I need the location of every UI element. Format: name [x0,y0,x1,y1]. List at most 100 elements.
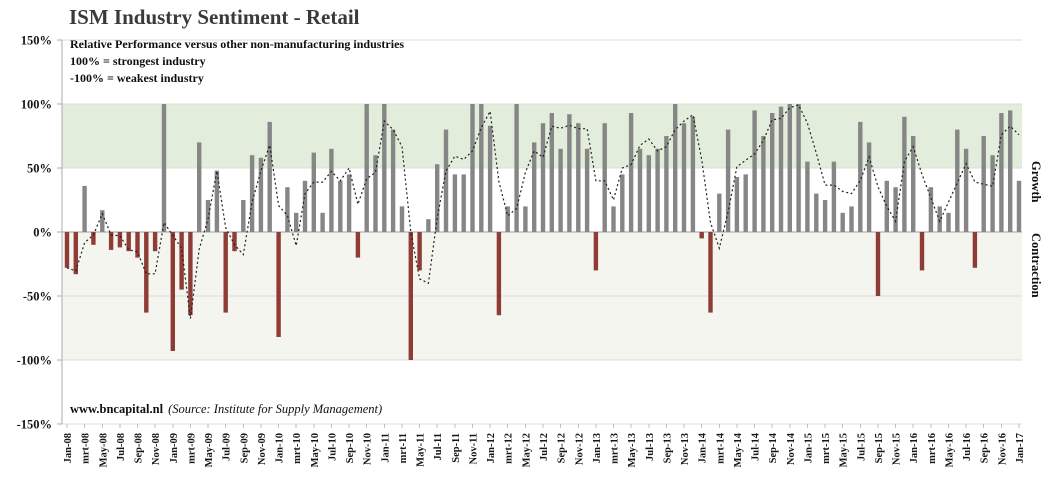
x-axis-label: May-15 [839,433,850,467]
x-axis-label: May-13 [627,433,638,467]
x-axis-label: Jul-10 [327,433,338,461]
bar-Sep-08 [135,232,140,258]
bar-mrt-15 [822,200,828,232]
bar-Aug-09 [232,232,237,252]
bar-Jun-11 [426,219,431,232]
bar-Feb-11 [390,129,396,232]
bar-Feb-15 [814,193,819,232]
bar-Nov-12 [576,123,581,232]
x-axis-label: Nov-11 [469,433,480,465]
bar-Oct-11 [461,174,466,232]
bar-Feb-12 [496,232,502,316]
bar-Jul-13 [646,155,651,232]
bar-Apr-13 [620,174,625,232]
bar-Jul-11 [435,164,440,232]
x-axis-label: Jul-11 [433,433,444,460]
bar-mrt-16 [928,187,934,232]
bar-Apr-12 [514,104,519,232]
bar-mrt-14 [717,193,722,232]
bar-Jun-12 [532,142,537,232]
bar-Sep-13 [664,136,669,232]
bar-Jul-15 [858,121,863,232]
bar-Dec-15 [902,116,907,232]
bar-Sep-10 [346,174,352,232]
x-axis-label: Nov-12 [574,433,585,465]
x-axis-label: mrt-09 [186,433,197,464]
x-axis-label: May-10 [310,433,321,467]
footer-website: www.bncapital.nl [70,402,164,416]
bar-Feb-13 [602,123,607,232]
bar-Apr-11 [408,232,413,360]
bar-May-11 [417,232,422,271]
chart-title: ISM Industry Sentiment - Retail [69,5,360,29]
bar-Nov-08 [152,232,158,252]
bar-Nov-14 [787,104,792,232]
bar-Dec-11 [479,104,484,232]
y-axis-label: 0% [33,226,52,240]
bar-Feb-09 [179,232,184,290]
bar-Jul-12 [540,123,546,232]
growth-axis-label: Growth [1029,161,1043,203]
bar-Jan-09 [170,232,175,351]
bar-Jan-11 [382,104,387,232]
bar-Sep-14 [770,113,775,232]
x-axis-label: Nov-15 [892,433,903,465]
bar-Nov-09 [258,157,264,232]
bar-Apr-15 [831,161,837,232]
x-axis-label: Jan-16 [909,433,920,463]
bar-Jul-16 [963,148,969,232]
x-axis-label: mrt-10 [292,433,303,464]
bar-Dec-12 [584,148,590,232]
bar-Jul-14 [752,110,757,232]
bar-Oct-14 [778,106,784,232]
bar-mrt-11 [399,206,405,232]
bar-Jun-15 [849,206,854,232]
bar-Aug-14 [761,136,766,232]
bar-Dec-10 [373,155,378,232]
bar-Feb-10 [285,187,290,232]
x-axis-label: May-11 [416,433,427,467]
x-axis-label: Sep-10 [345,433,356,463]
y-axis-label: -50% [23,290,52,304]
bar-Nov-10 [364,104,369,232]
x-axis-label: May-08 [98,433,109,467]
bar-Aug-12 [549,113,554,232]
bar-May-10 [311,152,316,232]
x-axis-label: Jan-10 [275,433,286,463]
bar-Aug-10 [338,180,343,232]
bar-Apr-14 [725,129,731,232]
bar-Jun-08 [108,232,114,250]
x-axis-label: Nov-09 [257,433,268,465]
bar-Jan-15 [805,161,810,232]
x-axis-label: mrt-13 [610,433,621,464]
bar-Jan-16 [911,136,916,232]
bar-Jul-10 [329,148,334,232]
trendline-3mo-moving-average [66,104,1020,319]
subtitle-strongest: 100% = strongest industry [70,54,206,68]
bar-Sep-16 [981,136,986,232]
bar-Jan-12 [487,125,493,232]
bar-Nov-13 [681,123,687,232]
x-axis-label: Jan-14 [698,432,709,463]
x-axis-label: mrt-08 [81,433,92,464]
x-axis-label: mrt-12 [504,433,515,464]
x-axis-label: May-09 [204,433,215,467]
bar-Dec-14 [796,104,801,232]
bar-May-16 [946,212,951,232]
bar-Oct-12 [567,114,572,232]
x-axis-label: Jan-13 [592,433,603,463]
y-axis-label: 150% [21,34,52,48]
bar-Feb-16 [919,232,925,271]
bar-Aug-13 [655,148,660,232]
x-axis-label: Jan-17 [1015,433,1026,463]
bar-Aug-11 [443,129,449,232]
x-axis-label: Sep-12 [557,433,568,463]
x-axis-label: Sep-08 [134,433,145,463]
bar-Jun-14 [743,174,748,232]
bar-May-12 [523,206,528,232]
bar-Sep-09 [241,200,246,232]
x-axis-label: Jul-08 [116,433,127,461]
x-axis-label: Jul-09 [222,433,233,461]
